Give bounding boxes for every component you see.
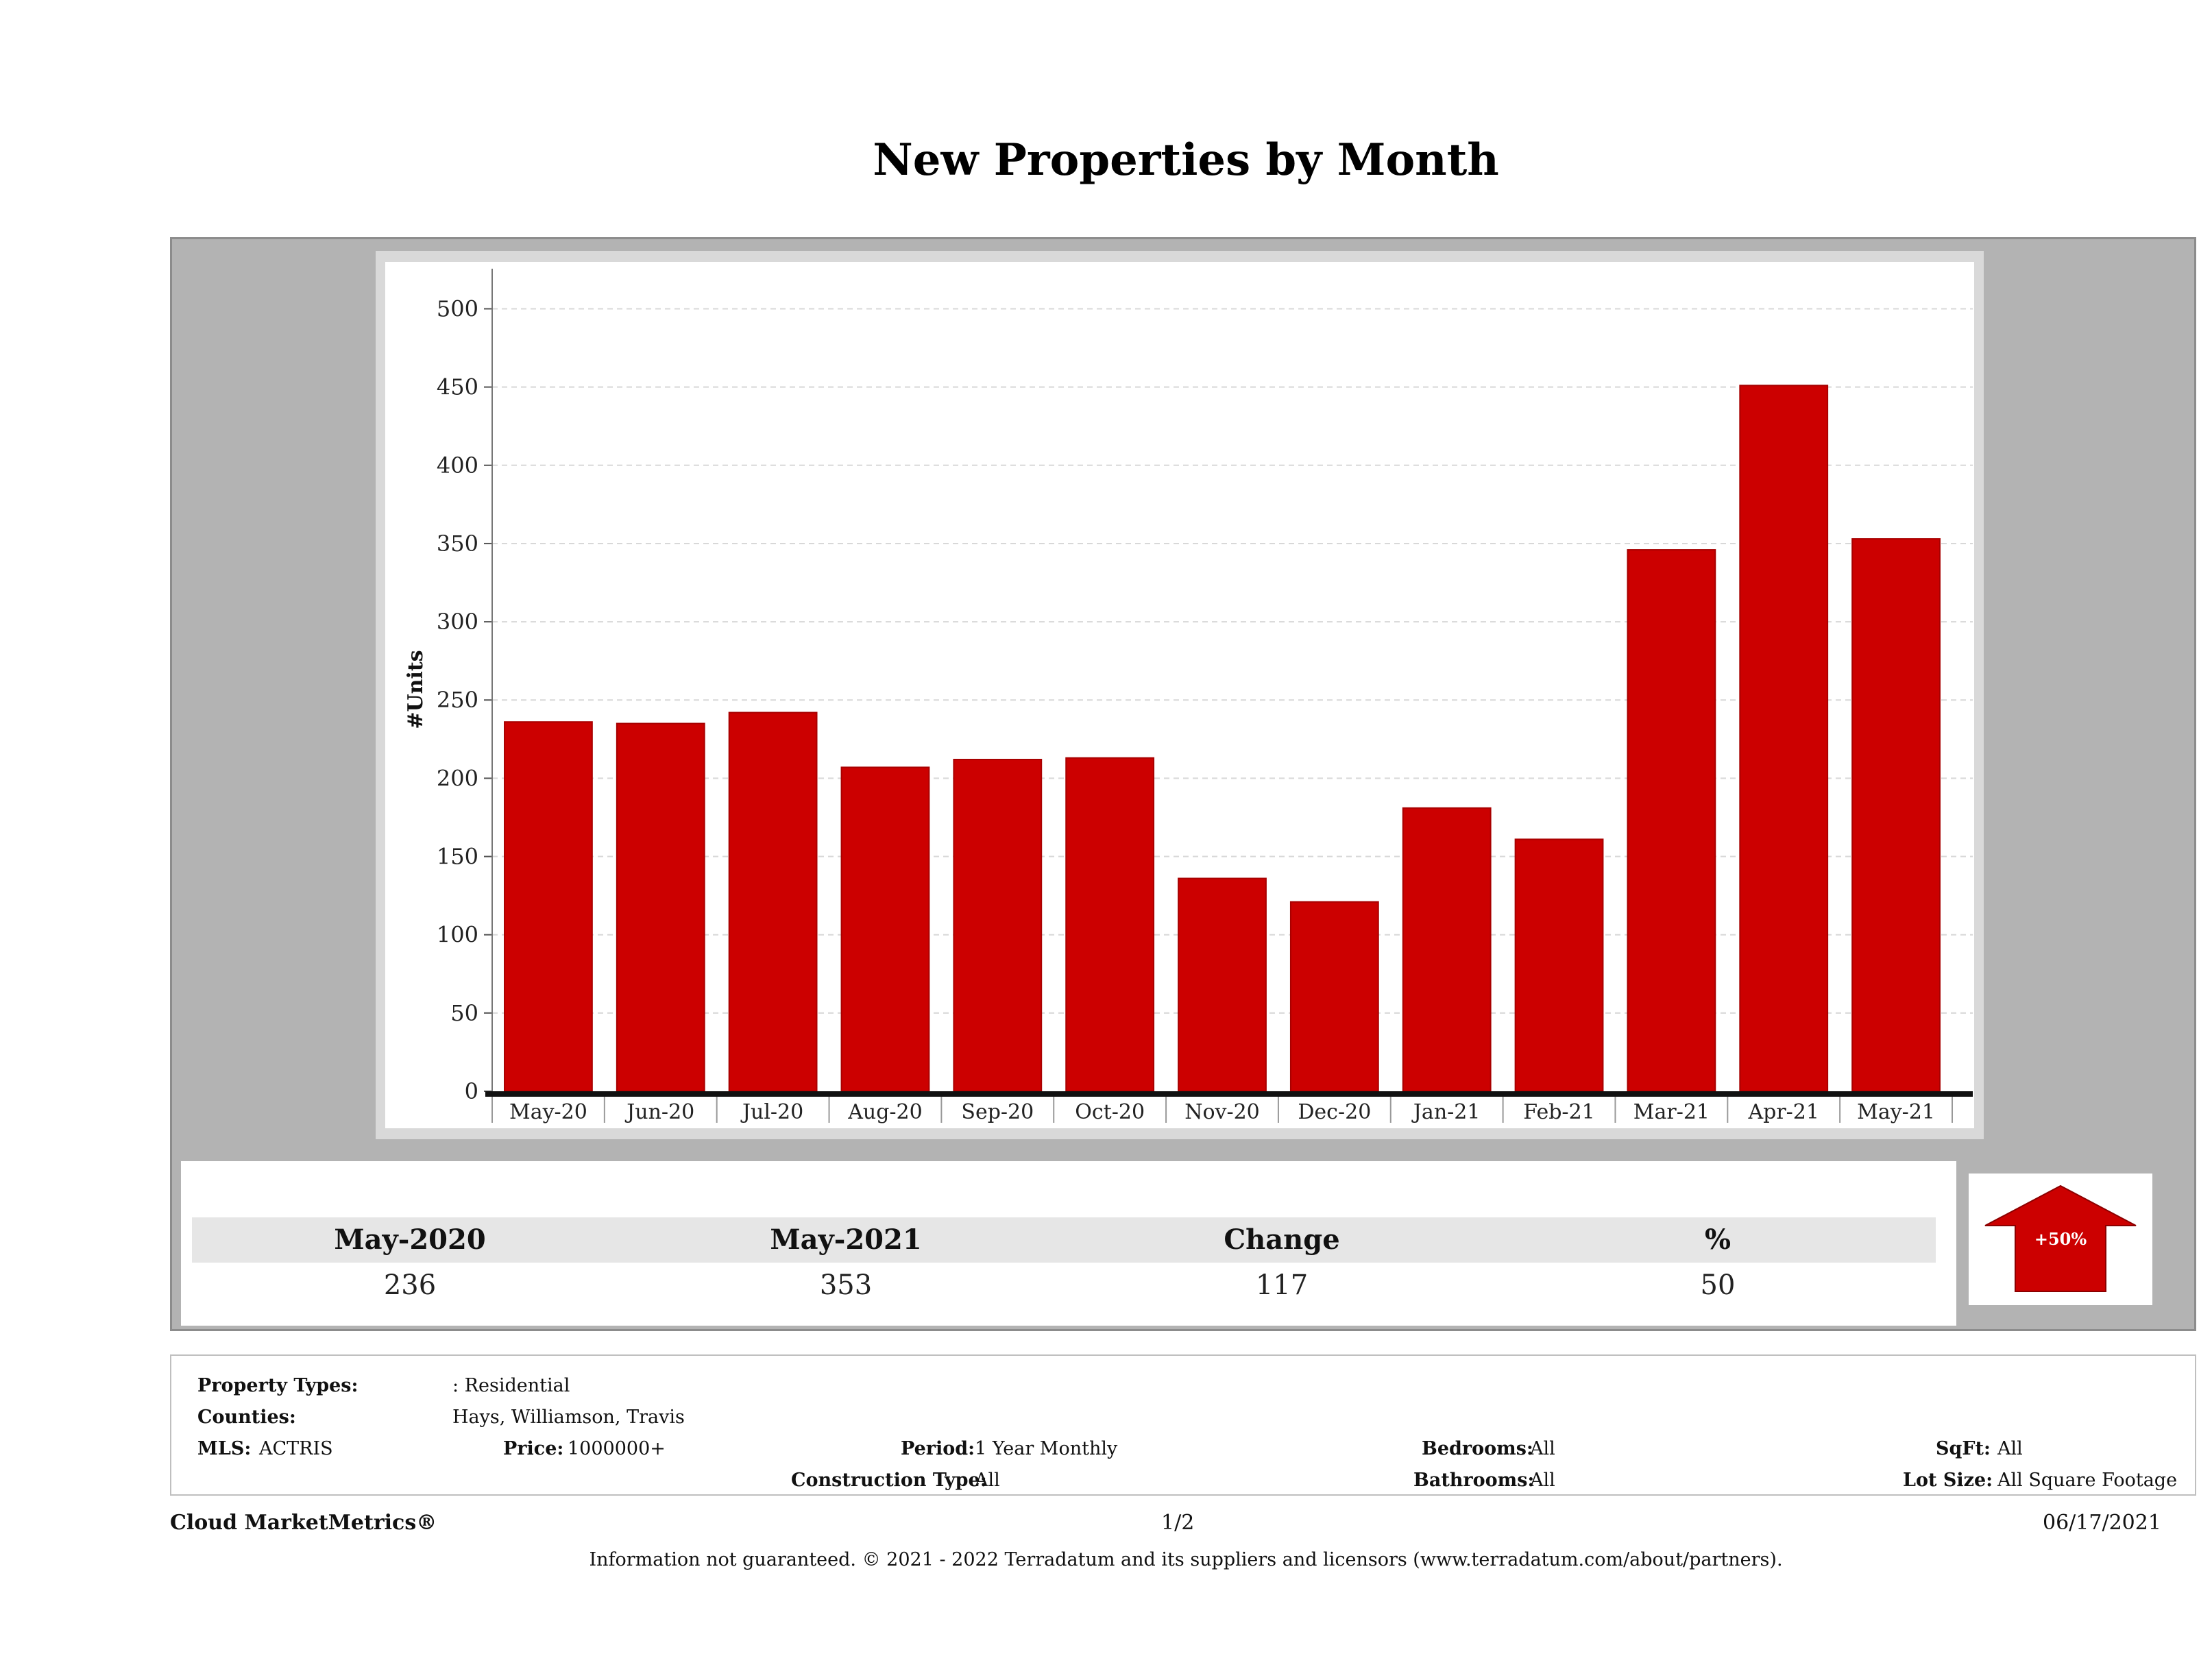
change-badge-label: +50% [2034,1229,2087,1249]
bedrooms-value: All [1530,1438,1555,1459]
x-tick-label: Jul-20 [740,1100,803,1124]
y-tick-label: 200 [437,765,478,791]
x-tick-label: Dec-20 [1298,1100,1371,1124]
construction-type-label: Construction Type: [791,1470,987,1491]
header-end-period: May-2021 [770,1224,922,1256]
x-tick-label: May-21 [1857,1100,1935,1124]
x-tick-label: Jan-21 [1411,1100,1481,1124]
axes: 0 50 100 150 200 250 300 350 400 450 500 May-20 Jun-… [437,269,1973,1124]
property-types-label: Property Types: [197,1375,358,1396]
x-tick-label: Nov-20 [1184,1100,1260,1124]
y-tick-label: 50 [450,1000,478,1026]
summary-table: May-2020 May-2021 Change % 236 353 117 5… [181,1161,1956,1326]
value-start-period: 236 [383,1269,437,1301]
bathrooms-label: Bathrooms: [1413,1470,1535,1491]
y-tick-label: 500 [437,295,478,321]
bars [504,385,1941,1093]
disclaimer: Information not guaranteed. © 2021 - 202… [589,1549,1783,1570]
x-tick-label: Oct-20 [1075,1100,1145,1124]
header-change: Change [1224,1224,1340,1256]
lot-size-value: All Square Footage [1997,1470,2178,1491]
lot-size-label: Lot Size: [1903,1470,1993,1491]
y-tick-label: 0 [465,1078,478,1104]
y-tick-label: 250 [437,687,478,713]
bar-Jul-20 [728,712,818,1092]
y-tick-label: 150 [437,844,478,870]
header-percent: % [1704,1224,1731,1256]
header-start-period: May-2020 [334,1224,486,1256]
page-number: 1/2 [1161,1511,1195,1535]
x-tick-label: Feb-21 [1523,1100,1594,1124]
x-tick-label: May-20 [509,1100,587,1124]
y-tick-label: 300 [437,609,478,635]
bar-Oct-20 [1065,757,1155,1092]
period-label: Period: [901,1438,975,1459]
y-tick-label: 100 [437,922,478,948]
y-tick-label: 400 [437,452,478,478]
report-criteria: Property Types: : Residential Counties: … [170,1354,2196,1496]
value-end-period: 353 [819,1269,873,1301]
y-tick-label: 450 [437,374,478,400]
summary-value-row: 236 353 117 50 [192,1263,1936,1308]
bar-Feb-21 [1514,838,1604,1092]
x-tick-label: Apr-21 [1747,1100,1819,1124]
change-indicator: +50% [1969,1174,2152,1305]
bar-Dec-20 [1289,901,1379,1092]
bedrooms-label: Bedrooms: [1422,1438,1533,1459]
brand-name: Cloud MarketMetrics® [170,1511,437,1535]
up-arrow-icon: +50% [1984,1184,2137,1292]
mls-value: ACTRIS [259,1438,333,1459]
summary-header-row: May-2020 May-2021 Change % [192,1217,1936,1263]
construction-type-value: All [975,1470,1000,1491]
report-date: 06/17/2021 [2043,1511,2161,1535]
y-tick-label: 350 [437,531,478,557]
value-change: 117 [1255,1269,1309,1301]
x-tick-label: Aug-20 [847,1100,923,1124]
bar-May-21 [1851,538,1941,1092]
bar-Nov-20 [1178,877,1267,1093]
bar-Sep-20 [953,759,1043,1092]
x-tick-label: Jun-20 [624,1100,694,1124]
price-label: Price: [503,1438,564,1459]
bar-Mar-21 [1627,549,1716,1092]
property-types-value: : Residential [452,1375,570,1396]
value-percent: 50 [1700,1269,1736,1301]
bar-Jan-21 [1402,807,1492,1092]
y-axis-label: #Units [404,650,428,729]
price-value: 1000000+ [568,1438,666,1459]
bar-Aug-20 [840,766,930,1092]
counties-label: Counties: [197,1407,296,1428]
bar-chart: 0 50 100 150 200 250 300 350 400 450 500 May-20 Jun-… [385,262,1974,1128]
summary-table-blank-row [192,1172,1936,1217]
bar-Jun-20 [616,722,705,1092]
bar-Apr-21 [1739,385,1829,1092]
mls-label: MLS: [197,1438,252,1459]
page-title: New Properties by Month [873,134,1499,186]
counties-value: Hays, Williamson, Travis [452,1407,685,1428]
x-tick-label: Sep-20 [961,1100,1034,1124]
bar-May-20 [504,721,593,1092]
x-tick-label: Mar-21 [1633,1100,1710,1124]
bathrooms-value: All [1530,1470,1555,1491]
period-value: 1 Year Monthly [975,1438,1118,1459]
sqft-label: SqFt: [1936,1438,1991,1459]
sqft-value: All [1997,1438,2023,1459]
